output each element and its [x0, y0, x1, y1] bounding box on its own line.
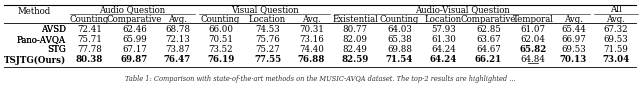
Text: Avg.: Avg.	[607, 15, 625, 24]
Text: 63.67: 63.67	[476, 36, 501, 44]
Text: Counting: Counting	[201, 15, 240, 24]
Text: 77.78: 77.78	[77, 45, 102, 54]
Text: AVSD: AVSD	[41, 25, 66, 35]
Text: Location: Location	[425, 15, 462, 24]
Text: 65.82: 65.82	[520, 45, 547, 54]
Text: 69.87: 69.87	[121, 56, 148, 65]
Text: 61.30: 61.30	[431, 36, 456, 44]
Text: 61.07: 61.07	[520, 25, 545, 35]
Text: Counting: Counting	[70, 15, 109, 24]
Text: 75.27: 75.27	[255, 45, 280, 54]
Text: Method: Method	[17, 7, 51, 16]
Text: 57.93: 57.93	[431, 25, 456, 35]
Text: 82.59: 82.59	[341, 56, 369, 65]
Text: 64.84: 64.84	[520, 56, 545, 65]
Text: STG: STG	[47, 45, 66, 54]
Text: 66.97: 66.97	[561, 36, 586, 44]
Text: 67.32: 67.32	[604, 25, 628, 35]
Text: Counting: Counting	[380, 15, 419, 24]
Text: Avg.: Avg.	[302, 15, 321, 24]
Text: 75.76: 75.76	[255, 36, 280, 44]
Text: Visual Question: Visual Question	[230, 5, 298, 15]
Text: AVSD: AVSD	[41, 25, 66, 35]
Text: 62.85: 62.85	[476, 25, 501, 35]
Text: 77.55: 77.55	[254, 56, 281, 65]
Text: TSJTG(Ours): TSJTG(Ours)	[4, 55, 66, 65]
Text: 65.99: 65.99	[122, 36, 147, 44]
Text: 80.38: 80.38	[76, 56, 103, 65]
Text: Comparative: Comparative	[461, 15, 516, 24]
Text: 68.78: 68.78	[165, 25, 190, 35]
Text: 70.51: 70.51	[208, 36, 233, 44]
Text: 70.31: 70.31	[299, 25, 324, 35]
Text: 62.46: 62.46	[122, 25, 147, 35]
Text: 70.13: 70.13	[560, 56, 587, 65]
Text: Location: Location	[249, 15, 286, 24]
Text: Audio-Visual Question: Audio-Visual Question	[415, 5, 509, 15]
Text: STG: STG	[47, 45, 66, 54]
Text: Existential: Existential	[332, 15, 378, 24]
Text: Audio Question: Audio Question	[99, 5, 166, 15]
Text: Pano-AVQA: Pano-AVQA	[17, 36, 66, 44]
Text: 73.87: 73.87	[165, 45, 190, 54]
Text: 65.44: 65.44	[561, 25, 586, 35]
Text: 82.09: 82.09	[342, 36, 367, 44]
Text: 71.54: 71.54	[386, 56, 413, 65]
Text: 69.88: 69.88	[387, 45, 412, 54]
Text: 62.04: 62.04	[520, 36, 545, 44]
Text: Temporal: Temporal	[513, 15, 554, 24]
Text: Table 1: Comparison with state-of-the-art methods on the MUSIC-AVQA dataset. The: Table 1: Comparison with state-of-the-ar…	[125, 75, 515, 83]
Text: 66.00: 66.00	[208, 25, 233, 35]
Text: 72.13: 72.13	[165, 36, 190, 44]
Text: 76.47: 76.47	[164, 56, 191, 65]
Text: 73.04: 73.04	[602, 56, 630, 65]
Text: 73.52: 73.52	[208, 45, 233, 54]
Text: 69.53: 69.53	[561, 45, 586, 54]
Text: 65.38: 65.38	[387, 36, 412, 44]
Text: 64.24: 64.24	[431, 45, 456, 54]
Text: 64.67: 64.67	[476, 45, 501, 54]
Text: 74.40: 74.40	[299, 45, 324, 54]
Text: 72.41: 72.41	[77, 25, 102, 35]
Text: 66.21: 66.21	[475, 56, 502, 65]
Text: 80.77: 80.77	[342, 25, 367, 35]
Text: 64.03: 64.03	[387, 25, 412, 35]
Text: 69.53: 69.53	[604, 36, 628, 44]
Text: 75.71: 75.71	[77, 36, 102, 44]
Text: 82.49: 82.49	[342, 45, 367, 54]
Text: 73.16: 73.16	[299, 36, 324, 44]
Text: 71.59: 71.59	[604, 45, 628, 54]
Text: Pano-AVQA: Pano-AVQA	[17, 36, 66, 44]
Text: Avg.: Avg.	[564, 15, 583, 24]
Text: 76.19: 76.19	[207, 56, 234, 65]
Text: All: All	[610, 5, 622, 15]
Text: 67.17: 67.17	[122, 45, 147, 54]
Text: 74.53: 74.53	[255, 25, 280, 35]
Text: Comparative: Comparative	[107, 15, 163, 24]
Text: 64.24: 64.24	[430, 56, 457, 65]
Text: Avg.: Avg.	[168, 15, 187, 24]
Text: 76.88: 76.88	[298, 56, 325, 65]
